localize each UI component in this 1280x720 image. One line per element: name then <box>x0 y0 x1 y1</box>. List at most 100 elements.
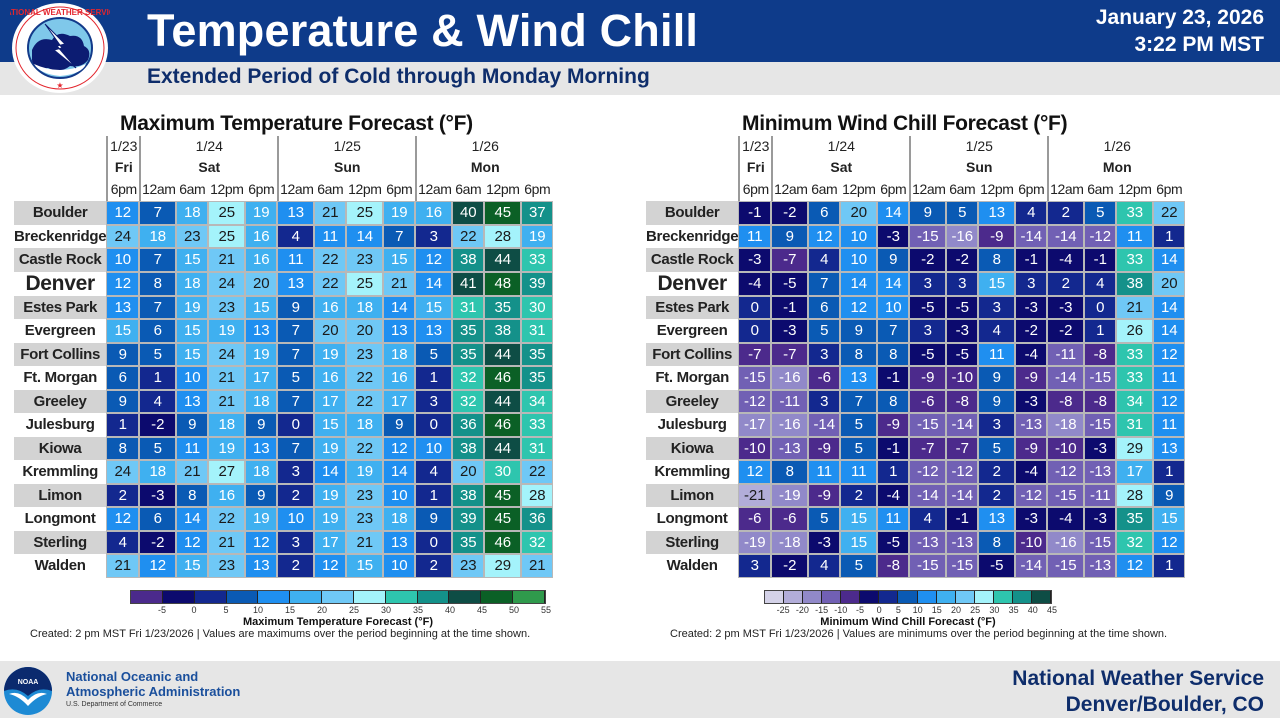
value-cell: 1 <box>877 460 910 484</box>
legend-swatch <box>258 591 291 603</box>
value-cell: 7 <box>877 319 910 343</box>
value-cell: 25 <box>346 201 384 225</box>
value-cell: 5 <box>808 507 841 531</box>
day-name-header: Mon <box>1047 157 1185 178</box>
value-cell: 15 <box>840 507 878 531</box>
value-cell: 4 <box>1084 271 1117 296</box>
legend-tick: 10 <box>252 605 264 615</box>
value-cell: 33 <box>1116 201 1154 225</box>
value-cell: 5 <box>840 413 878 437</box>
value-cell: -2 <box>946 248 979 272</box>
value-cell: 48 <box>484 271 522 296</box>
time-header: 6pm <box>106 178 139 201</box>
value-cell: 11 <box>1116 224 1154 248</box>
value-cell: 14 <box>1153 319 1186 343</box>
legend-tick: 45 <box>476 605 488 615</box>
value-cell: 1 <box>106 413 140 437</box>
value-cell: -9 <box>877 413 910 437</box>
value-cell: 7 <box>277 342 315 366</box>
value-cell: 14 <box>840 271 878 296</box>
value-cell: 11 <box>877 507 910 531</box>
value-cell: 5 <box>139 436 177 460</box>
legend-tick: -5 <box>157 605 167 615</box>
value-cell: -16 <box>771 413 809 437</box>
value-cell: -1 <box>738 201 772 225</box>
value-cell: 6 <box>139 507 177 531</box>
value-cell: -15 <box>1084 366 1117 390</box>
value-cell: -14 <box>808 413 841 437</box>
value-cell: 31 <box>452 295 485 319</box>
wind-chill-colorbar <box>764 590 1052 604</box>
legend-tick: -15 <box>815 605 829 615</box>
value-cell: 45 <box>484 507 522 531</box>
footer: NOAA National Oceanic and Atmospheric Ad… <box>0 661 1280 718</box>
value-cell: 19 <box>208 436 246 460</box>
location-label: Castle Rock <box>14 248 107 272</box>
value-cell: -4 <box>1047 248 1085 272</box>
location-label: Walden <box>34 557 86 575</box>
day-name-header: Sun <box>909 157 1047 178</box>
value-cell: 22 <box>314 248 347 272</box>
wind-chill-table-wrap: 1/23 1/24 1/25 1/26 Fri Sat Sun Mon 6pm 12am 6am 12… <box>646 136 1186 578</box>
value-cell: 13 <box>106 295 140 319</box>
value-cell: 20 <box>346 319 384 343</box>
wind-chill-title: Minimum Wind Chill Forecast (°F) <box>742 112 1068 135</box>
legend-tick: 30 <box>989 605 1000 615</box>
value-cell: -18 <box>1047 413 1085 437</box>
time-header: 12pm <box>980 181 1014 197</box>
value-cell: -12 <box>1084 224 1117 248</box>
value-cell: 15 <box>314 413 347 437</box>
value-cell: 22 <box>346 436 384 460</box>
value-cell: 4 <box>808 248 841 272</box>
legend-swatch <box>955 591 975 603</box>
value-cell: 12 <box>314 554 347 578</box>
table-row: Denver -4 -5 7 14 14 3 3 15 3 2 4 38 20 <box>646 271 1186 296</box>
value-cell: -5 <box>946 342 979 366</box>
day-name-header: Fri <box>106 157 139 178</box>
value-cell: 12 <box>1153 342 1186 366</box>
legend-swatch <box>822 591 842 603</box>
table-row: Julesburg 1 -2 9 18 9 0 15 18 9 0 36 46 33 <box>14 413 554 437</box>
table-row: Greeley 9 4 13 21 18 7 17 22 17 3 32 44 34 <box>14 389 554 413</box>
value-cell: -6 <box>771 507 809 531</box>
value-cell: -15 <box>1084 413 1117 437</box>
value-cell: 35 <box>452 342 485 366</box>
value-cell: 12 <box>383 436 416 460</box>
table-row: Castle Rock -3 -7 4 10 9 -2 -2 8 -1 -4 -1 33 14 <box>646 248 1186 272</box>
value-cell: 11 <box>1153 413 1186 437</box>
value-cell: 13 <box>840 366 878 390</box>
value-cell: 12 <box>1153 530 1186 554</box>
legend-swatch <box>879 591 899 603</box>
legend-tick: 40 <box>1027 605 1038 615</box>
value-cell: -15 <box>738 366 772 390</box>
table-row: Estes Park 0 -1 6 12 10 -5 -5 3 -3 -3 0 21 14 <box>646 295 1186 319</box>
value-cell: 5 <box>840 436 878 460</box>
value-cell: 19 <box>314 436 347 460</box>
value-cell: 22 <box>208 507 246 531</box>
value-cell: 21 <box>208 389 246 413</box>
value-cell: -18 <box>771 530 809 554</box>
time-header: 6pm <box>386 181 413 197</box>
value-cell: 38 <box>452 483 485 507</box>
value-cell: -3 <box>1084 507 1117 531</box>
value-cell: 12 <box>1116 554 1154 578</box>
value-cell: -4 <box>738 271 772 296</box>
value-cell: -12 <box>1047 460 1085 484</box>
value-cell: -19 <box>738 530 772 554</box>
value-cell: 38 <box>484 319 522 343</box>
legend-tick: 30 <box>380 605 392 615</box>
max-temp-note: Created: 2 pm MST Fri 1/23/2026 | Values… <box>30 628 531 640</box>
table-row: Evergreen 0 -3 5 9 7 3 -3 4 -2 -2 1 26 14 <box>646 319 1186 343</box>
value-cell: 7 <box>139 201 177 225</box>
value-cell: -21 <box>738 483 772 507</box>
value-cell: 10 <box>415 436 453 460</box>
value-cell: -7 <box>771 342 809 366</box>
value-cell: -6 <box>909 389 947 413</box>
day-name-header: Fri <box>738 157 771 178</box>
value-cell: 1 <box>415 483 453 507</box>
wind-chill-note: Created: 2 pm MST Fri 1/23/2026 | Values… <box>670 628 1168 640</box>
value-cell: -1 <box>771 295 809 319</box>
value-cell: 16 <box>245 248 278 272</box>
value-cell: 17 <box>314 530 347 554</box>
legend-tick: -20 <box>795 605 809 615</box>
